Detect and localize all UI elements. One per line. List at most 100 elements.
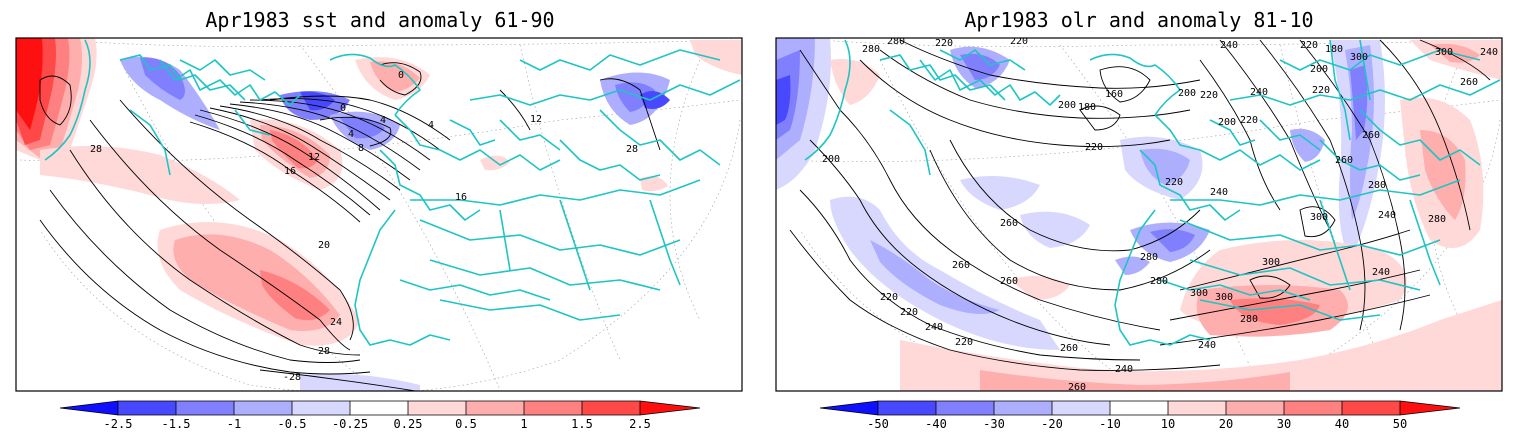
- olr-contour-label: 280: [1140, 252, 1158, 263]
- olr-contour-label: 220: [1240, 115, 1258, 126]
- sst-contour-label: 0: [340, 103, 346, 114]
- olr-colorbar-swatch: [936, 401, 994, 415]
- olr-colorbar-label: 30: [1277, 417, 1291, 430]
- sst-colorbar-label: 1: [520, 417, 527, 430]
- sst-colorbar-label: 0.25: [394, 417, 423, 430]
- sst-panel: Apr1983 sst and anomaly 61-90: [15, 8, 743, 431]
- olr-colorbar-label: -30: [983, 417, 1005, 430]
- sst-colorbar-label: -0.5: [278, 417, 307, 430]
- olr-contour-label: 260: [1362, 130, 1380, 141]
- sst-contour-label: -28: [283, 372, 301, 383]
- sst-coastlines: [44, 39, 741, 346]
- olr-contour-label: 180: [1325, 44, 1343, 55]
- olr-contour-label: 200: [1310, 64, 1328, 75]
- sst-contour-label: 4: [348, 129, 354, 140]
- olr-contour-label: 300: [1262, 257, 1280, 268]
- sst-map: 0 0 4 4 4 8 12 16 12 16 20 24 28 28 -28 …: [16, 38, 742, 391]
- sst-contour-label: 28: [626, 144, 638, 155]
- olr-contour-label: 220: [1312, 85, 1330, 96]
- olr-contour-label: 260: [1335, 155, 1353, 166]
- olr-contour-label: 220: [935, 38, 953, 49]
- olr-colorbar-swatch: [1052, 401, 1110, 415]
- olr-colorbar-swatch: [1342, 401, 1400, 415]
- sst-colorbar-label: -1: [227, 417, 241, 430]
- olr-colorbar-swatch: [1400, 401, 1460, 415]
- sst-contour-label: 16: [455, 192, 467, 203]
- sst-colorbar-swatch: [60, 401, 118, 415]
- olr-contour-label: 220: [900, 307, 918, 318]
- sst-contour-label: 4: [380, 115, 386, 126]
- olr-contour-label: 280: [1428, 214, 1446, 225]
- olr-colorbar-swatch: [1168, 401, 1226, 415]
- olr-contour-labels: 280 280 220 220 240 220 180 300 300 240 …: [822, 38, 1498, 393]
- olr-contour-label: 300: [1190, 288, 1208, 299]
- sst-contour-labels: 0 0 4 4 4 8 12 16 12 16 20 24 28 28 -28 …: [90, 70, 638, 383]
- olr-colorbar-label: -50: [867, 417, 889, 430]
- olr-contour-label: 260: [952, 260, 970, 271]
- sst-colorbar-swatch: [582, 401, 640, 415]
- sst-contour-label: 24: [330, 317, 342, 328]
- sst-colorbar-label: 2.5: [629, 417, 651, 430]
- olr-contour-label: 220: [1300, 40, 1318, 51]
- olr-contour-label: 240: [1198, 340, 1216, 351]
- sst-colorbar-swatch: [524, 401, 582, 415]
- olr-contour-label: 280: [1150, 276, 1168, 287]
- olr-contour-label: 260: [1068, 382, 1086, 393]
- olr-coastlines: [804, 39, 1501, 346]
- olr-contour-label: 300: [1350, 52, 1368, 63]
- olr-colorbar-swatch: [878, 401, 936, 415]
- sst-contour-label: 16: [284, 166, 296, 177]
- olr-contour-label: 200: [1058, 100, 1076, 111]
- sst-contour-label: 4: [428, 120, 434, 131]
- sst-colorbar-label: 0.5: [455, 417, 477, 430]
- sst-colorbar-swatch: [350, 401, 408, 415]
- olr-contour-label: 300: [1215, 292, 1233, 303]
- olr-contour-label: 240: [1115, 364, 1133, 375]
- olr-colorbar-label: -40: [925, 417, 947, 430]
- olr-contour-label: 200: [1178, 88, 1196, 99]
- olr-contour-label: 260: [1460, 77, 1478, 88]
- olr-contours: [789, 39, 1491, 371]
- olr-contour-label: 300: [1310, 212, 1328, 223]
- olr-map-frame: [775, 37, 1503, 392]
- olr-contour-label: 240: [1210, 187, 1228, 198]
- sst-colorbar-label: -2.5: [104, 417, 133, 430]
- olr-contour-label: 240: [1372, 267, 1390, 278]
- olr-contour-label: 300: [1435, 47, 1453, 58]
- olr-contour-label: 240: [1250, 87, 1268, 98]
- olr-contour-label: 200: [822, 154, 840, 165]
- sst-contour-label: 20: [318, 240, 330, 251]
- olr-contour-label: 160: [1105, 89, 1123, 100]
- sst-colorbar-label: -1.5: [162, 417, 191, 430]
- sst-contour-label: 12: [308, 152, 320, 163]
- olr-panel-title: Apr1983 olr and anomaly 81-10: [964, 8, 1313, 32]
- sst-contour-label: 28: [318, 346, 330, 357]
- sst-colorbar-swatch: [234, 401, 292, 415]
- sst-colorbar-swatch: [176, 401, 234, 415]
- olr-contour-label: 180: [1078, 102, 1096, 113]
- olr-colorbar-label: 20: [1219, 417, 1233, 430]
- sst-colorbar-label: -0.25: [332, 417, 368, 430]
- olr-contour-label: 220: [1200, 90, 1218, 101]
- olr-contour-label: 260: [1060, 343, 1078, 354]
- olr-colorbar-swatch: [1284, 401, 1342, 415]
- olr-colorbar-swatch: [820, 401, 878, 415]
- olr-contour-label: 240: [1220, 40, 1238, 51]
- olr-map: 280 280 220 220 240 220 180 300 300 240 …: [776, 38, 1502, 393]
- sst-map-frame: [15, 37, 743, 392]
- olr-colorbar-swatch: [1110, 401, 1168, 415]
- sst-contours: [39, 62, 661, 391]
- sst-colorbar-swatch: [466, 401, 524, 415]
- olr-colorbar-swatch: [994, 401, 1052, 415]
- sst-colorbar-swatch: [408, 401, 466, 415]
- olr-colorbar: -50 -40 -30 -20 -10 10 20 30 40 50: [819, 400, 1461, 431]
- olr-contour-label: 240: [1378, 210, 1396, 221]
- olr-contour-label: 220: [1165, 177, 1183, 188]
- olr-contour-label: 240: [1480, 47, 1498, 58]
- olr-contour-label: 220: [955, 337, 973, 348]
- olr-colorbar-swatch: [1226, 401, 1284, 415]
- sst-colorbar: -2.5 -1.5 -1 -0.5 -0.25 0.25 0.5 1 1.5 2…: [59, 400, 701, 431]
- sst-colorbar-swatch: [292, 401, 350, 415]
- sst-contour-label: 0: [398, 70, 404, 81]
